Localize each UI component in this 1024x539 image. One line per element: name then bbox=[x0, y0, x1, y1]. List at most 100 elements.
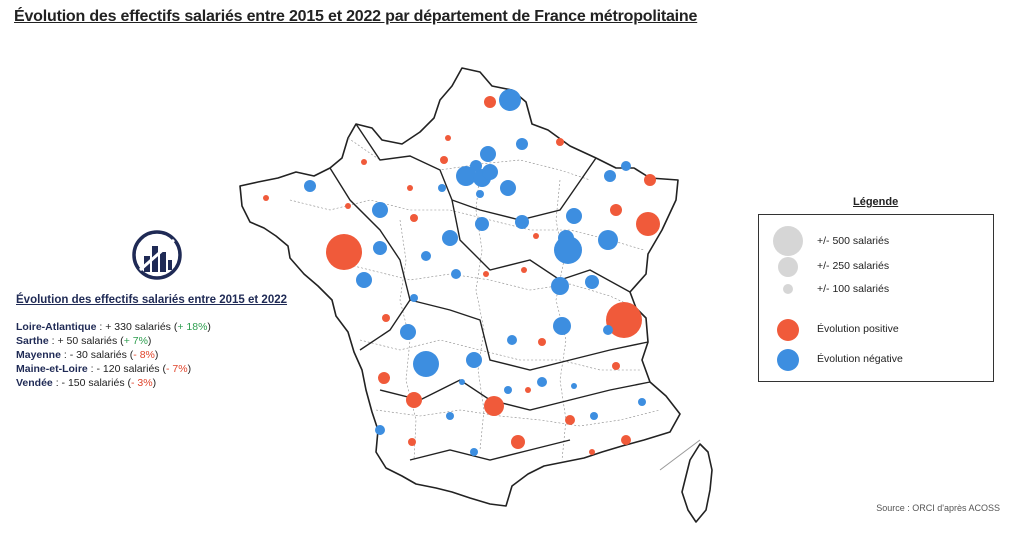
bubble-positive bbox=[589, 449, 595, 455]
bubble-negative bbox=[410, 294, 418, 302]
stat-department: Maine-et-Loire bbox=[16, 363, 88, 375]
panel-title: Évolution des effectifs salariés entre 2… bbox=[16, 294, 288, 306]
bubble-negative bbox=[470, 160, 482, 172]
stat-row: Loire-Atlantique : + 330 salariés (+ 18%… bbox=[16, 320, 211, 334]
stat-value: : - 150 salariés ( bbox=[52, 377, 131, 389]
region-stats-list: Loire-Atlantique : + 330 salariés (+ 18%… bbox=[16, 320, 211, 390]
corsica-outline bbox=[681, 443, 713, 523]
stat-percent: - 3% bbox=[130, 377, 153, 389]
bubble-negative bbox=[504, 386, 512, 394]
bubble-negative bbox=[372, 202, 388, 218]
bubble-positive bbox=[511, 435, 525, 449]
bubble-positive bbox=[612, 362, 620, 370]
legend-positive-marker bbox=[777, 319, 799, 341]
bubble-negative bbox=[459, 379, 465, 385]
stat-percent: + 7% bbox=[123, 335, 148, 347]
bubble-negative bbox=[598, 230, 618, 250]
source-note: Source : ORCI d'après ACOSS bbox=[876, 503, 1000, 513]
stat-value: : + 330 salariés ( bbox=[96, 321, 178, 333]
stat-close: ) bbox=[152, 377, 157, 389]
bubble-negative bbox=[442, 230, 458, 246]
bubble-negative bbox=[476, 190, 484, 198]
bubble-negative bbox=[500, 180, 516, 196]
bubble-positive bbox=[538, 338, 546, 346]
stat-value: : - 120 salariés ( bbox=[87, 363, 166, 375]
bubble-negative bbox=[438, 184, 446, 192]
stat-close: ) bbox=[187, 363, 192, 375]
legend-size-500-label: +/- 500 salariés bbox=[817, 235, 890, 247]
bubble-positive bbox=[361, 159, 367, 165]
stat-department: Sarthe bbox=[16, 335, 49, 347]
bubble-positive bbox=[345, 203, 351, 209]
bubble-negative bbox=[446, 412, 454, 420]
bubble-positive bbox=[636, 212, 660, 236]
stat-row: Vendée : - 150 salariés (- 3%) bbox=[16, 376, 211, 390]
bubble-negative bbox=[603, 325, 613, 335]
bubble-negative bbox=[590, 412, 598, 420]
stat-value: : + 50 salariés ( bbox=[48, 335, 124, 347]
bubble-positive bbox=[483, 271, 489, 277]
stat-row: Mayenne : - 30 salariés (- 8%) bbox=[16, 348, 211, 362]
bubble-positive bbox=[382, 314, 390, 322]
bubble-negative bbox=[499, 89, 521, 111]
stat-percent: - 7% bbox=[165, 363, 188, 375]
bubble-positive bbox=[484, 96, 496, 108]
bubble-positive bbox=[378, 372, 390, 384]
bubble-negative bbox=[482, 164, 498, 180]
bubble-negative bbox=[470, 448, 478, 456]
bubble-negative bbox=[304, 180, 316, 192]
bubble-positive bbox=[610, 204, 622, 216]
bubble-negative bbox=[480, 146, 496, 162]
legend-size-100-label: +/- 100 salariés bbox=[817, 283, 890, 295]
bubble-positive bbox=[263, 195, 269, 201]
legend-box: +/- 500 salariés +/- 250 salariés +/- 10… bbox=[758, 214, 994, 382]
bubble-negative bbox=[356, 272, 372, 288]
bubble-positive bbox=[445, 135, 451, 141]
bubble-positive bbox=[406, 392, 422, 408]
bubble-negative bbox=[571, 383, 577, 389]
legend-positive-label: Évolution positive bbox=[817, 323, 899, 335]
legend-size-250-marker bbox=[778, 257, 798, 277]
stat-close: ) bbox=[207, 321, 211, 333]
bubble-negative bbox=[466, 352, 482, 368]
bubble-negative bbox=[373, 241, 387, 255]
bubble-positive bbox=[644, 174, 656, 186]
bubble-positive bbox=[621, 435, 631, 445]
bubble-positive bbox=[484, 396, 504, 416]
bubble-negative bbox=[421, 251, 431, 261]
bubble-negative bbox=[451, 269, 461, 279]
legend-size-100-marker bbox=[783, 284, 793, 294]
bubble-negative bbox=[400, 324, 416, 340]
bubble-positive bbox=[408, 438, 416, 446]
bubble-negative bbox=[516, 138, 528, 150]
bubble-positive bbox=[440, 156, 448, 164]
stat-department: Vendée bbox=[16, 377, 53, 389]
page-title: Évolution des effectifs salariés entre 2… bbox=[14, 8, 698, 25]
bubble-negative bbox=[507, 335, 517, 345]
stat-close: ) bbox=[147, 335, 152, 347]
bubble-positive bbox=[606, 302, 642, 338]
bubble-negative bbox=[551, 277, 569, 295]
bubble-negative bbox=[515, 215, 529, 229]
bubble-positive bbox=[521, 267, 527, 273]
bubble-negative bbox=[375, 425, 385, 435]
bubble-positive bbox=[533, 233, 539, 239]
bubble-positive bbox=[407, 185, 413, 191]
bubble-positive bbox=[525, 387, 531, 393]
stat-row: Sarthe : + 50 salariés (+ 7%) bbox=[16, 334, 211, 348]
bubble-negative bbox=[475, 217, 489, 231]
stat-value: : - 30 salariés ( bbox=[60, 349, 134, 361]
stat-percent: + 18% bbox=[177, 321, 208, 333]
orci-logo-icon bbox=[132, 230, 182, 280]
bubble-negative bbox=[604, 170, 616, 182]
bubble-positive bbox=[556, 138, 564, 146]
bubble-negative bbox=[413, 351, 439, 377]
bubble-positive bbox=[326, 234, 362, 270]
stat-department: Loire-Atlantique bbox=[16, 321, 97, 333]
bubble-positive bbox=[565, 415, 575, 425]
legend-title: Légende bbox=[853, 196, 899, 208]
bubble-negative bbox=[621, 161, 631, 171]
bubble-negative bbox=[553, 317, 571, 335]
france-outline bbox=[239, 67, 681, 507]
bubble-negative bbox=[456, 166, 476, 186]
